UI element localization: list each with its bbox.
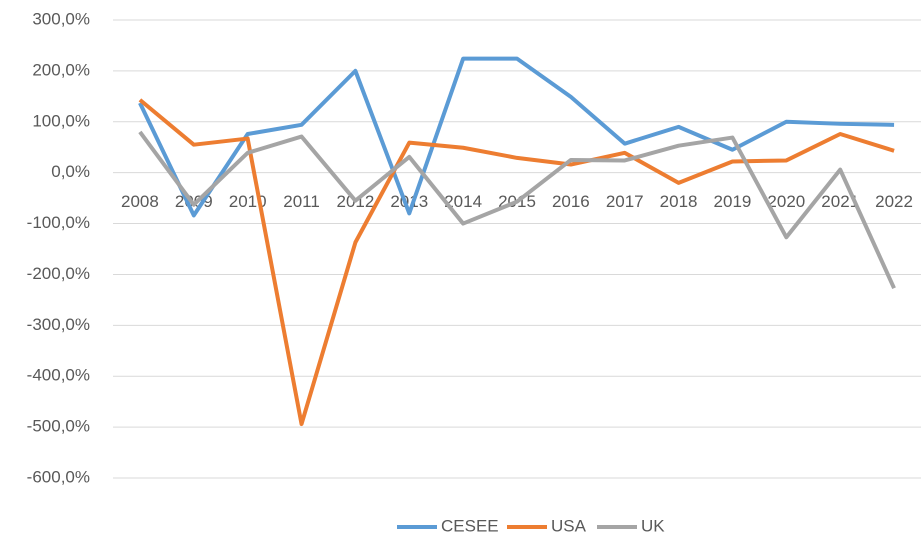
- x-tick-label: 2019: [714, 192, 752, 211]
- x-tick-label: 2016: [552, 192, 590, 211]
- y-tick-label: 300,0%: [32, 9, 90, 28]
- legend-label: CESEE: [441, 516, 499, 535]
- x-tick-label: 2011: [283, 192, 320, 211]
- legend-label: UK: [641, 516, 665, 535]
- y-tick-label: -500,0%: [27, 417, 90, 436]
- y-tick-label: -300,0%: [27, 315, 90, 334]
- x-tick-label: 2018: [660, 192, 698, 211]
- series-line: [138, 130, 896, 290]
- x-tick-label: 2013: [390, 192, 428, 211]
- x-tick-label: 2014: [444, 192, 482, 211]
- y-tick-label: -400,0%: [27, 366, 90, 385]
- x-tick-label: 2021: [821, 192, 859, 211]
- x-tick-label: 2020: [767, 192, 805, 211]
- y-tick-label: -200,0%: [27, 264, 90, 283]
- x-tick-label: 2022: [875, 192, 913, 211]
- y-tick-label: 100,0%: [32, 111, 90, 130]
- y-tick-label: 0,0%: [51, 162, 90, 181]
- legend-label: USA: [551, 516, 587, 535]
- y-tick-label: -600,0%: [27, 467, 90, 486]
- y-tick-label: -100,0%: [27, 213, 90, 232]
- y-tick-label: 200,0%: [32, 60, 90, 79]
- x-tick-label: 2017: [606, 192, 644, 211]
- series-line: [138, 98, 895, 427]
- x-tick-label: 2008: [121, 192, 159, 211]
- series-line: [138, 56, 895, 218]
